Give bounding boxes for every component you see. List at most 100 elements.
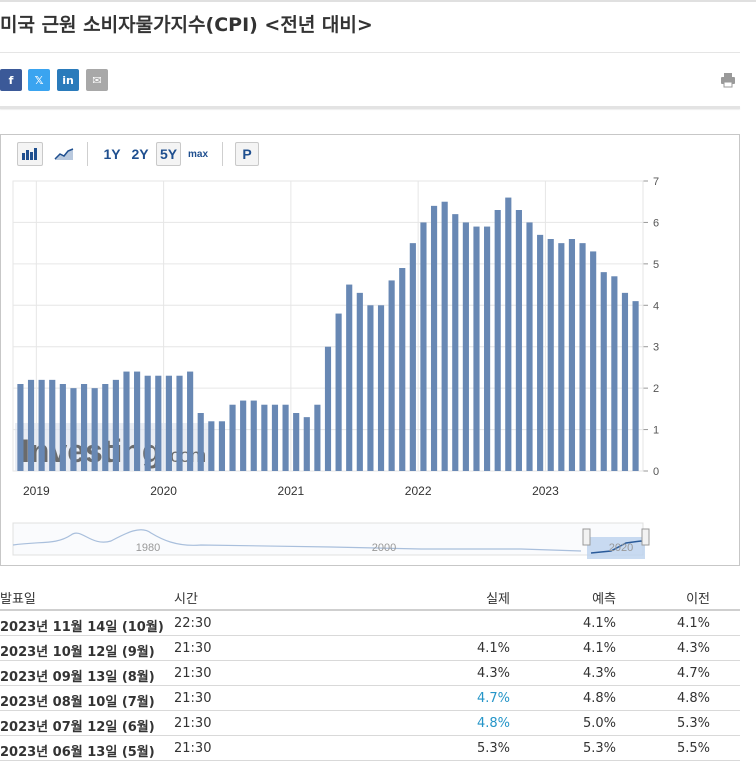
x-tick-label: 2022 <box>405 484 432 498</box>
bar <box>346 284 353 471</box>
bar <box>17 384 24 471</box>
top-rule <box>0 0 756 2</box>
bar <box>462 222 469 471</box>
bar <box>621 292 629 471</box>
bar <box>409 243 416 471</box>
y-tick-label: 2 <box>653 383 659 395</box>
row-previous: 4.3% <box>676 641 710 656</box>
navigator-label: 1980 <box>136 542 160 554</box>
bar <box>165 375 172 471</box>
bar <box>70 388 77 471</box>
bar <box>38 379 45 471</box>
navigator-handle-left <box>582 528 591 546</box>
toolbar-divider <box>87 142 88 166</box>
header-time: 시간 <box>174 592 198 607</box>
row-forecast: 4.3% <box>582 666 616 681</box>
table-header: 발표일 시간 실제 예측 이전 <box>0 584 740 611</box>
facebook-share-icon[interactable]: f <box>0 69 22 91</box>
x-tick-label: 2019 <box>23 484 50 498</box>
bar <box>271 404 279 471</box>
bar <box>229 404 236 471</box>
bar <box>611 276 618 471</box>
bar <box>473 226 480 471</box>
bar <box>49 379 56 471</box>
bar <box>515 210 522 471</box>
bar <box>324 346 332 471</box>
table-row: 2023년 09월 13일 (8월) 21:30 4.3% 4.3% 4.7% <box>0 661 740 686</box>
page-title: 미국 근원 소비자물가지수(CPI) <전년 대비> <box>0 14 373 36</box>
table-row: 2023년 06월 13일 (5월) 21:30 5.3% 5.3% 5.5% <box>0 736 740 761</box>
bar <box>367 305 374 471</box>
bar <box>303 417 310 471</box>
row-time: 21:30 <box>174 691 212 706</box>
bar <box>197 413 204 471</box>
row-date: 2023년 09월 13일 (8월) <box>0 670 155 685</box>
history-table: 발표일 시간 실제 예측 이전 2023년 11월 14일 (10월) 22:3… <box>0 584 740 761</box>
bar <box>537 234 544 471</box>
bar <box>547 239 554 471</box>
bar <box>558 243 565 471</box>
print-icon[interactable] <box>720 72 736 88</box>
bar <box>208 421 215 471</box>
header-date: 발표일 <box>0 592 36 607</box>
bar <box>123 371 130 471</box>
bar <box>102 384 109 471</box>
x-tick-label: 2021 <box>278 484 305 498</box>
bar <box>293 413 300 471</box>
y-tick-label: 4 <box>653 300 659 312</box>
x-tick-label: 2023 <box>532 484 559 498</box>
row-previous: 5.5% <box>676 741 710 756</box>
row-time: 21:30 <box>174 716 212 731</box>
email-share-icon[interactable]: ✉ <box>86 69 108 91</box>
row-actual: 4.3% <box>476 666 510 681</box>
p-button[interactable]: P <box>235 142 259 166</box>
bar <box>134 371 141 471</box>
navigator-label: 2020 <box>609 542 633 554</box>
range-5y-button[interactable]: 5Y <box>156 142 181 166</box>
x-tick-label: 2020 <box>150 484 177 498</box>
linkedin-share-icon[interactable]: in <box>57 69 79 91</box>
bar <box>176 375 183 471</box>
row-date: 2023년 08월 10일 (7월) <box>0 695 155 710</box>
row-actual: 4.7% <box>476 691 510 706</box>
navigator-label: 2000 <box>372 542 396 554</box>
y-tick-label: 0 <box>653 466 659 478</box>
table-row: 2023년 07월 12일 (6월) 21:30 4.8% 5.0% 5.3% <box>0 711 740 736</box>
row-previous: 4.8% <box>676 691 710 706</box>
bar <box>505 197 512 472</box>
row-date: 2023년 11월 14일 (10월) <box>0 620 164 635</box>
bar <box>261 404 268 471</box>
bar <box>399 268 406 471</box>
header-previous: 이전 <box>686 592 710 607</box>
range-max-button[interactable]: max <box>187 148 208 160</box>
bar <box>388 280 395 471</box>
bar <box>335 313 342 471</box>
header-forecast: 예측 <box>592 592 616 607</box>
bar-chart-icon[interactable] <box>17 142 43 166</box>
line-chart-icon[interactable] <box>51 142 77 166</box>
bar <box>59 384 66 471</box>
chart-container: 1Y 2Y 5Y max P 0 1 2 3 4 5 6 7 Investing .com 2019… <box>0 134 740 566</box>
row-date: 2023년 10월 12일 (9월) <box>0 645 155 660</box>
row-forecast: 5.0% <box>582 716 616 731</box>
row-previous: 5.3% <box>676 716 710 731</box>
bar <box>27 379 35 471</box>
bar <box>144 375 151 471</box>
bar <box>452 214 459 471</box>
row-date: 2023년 06월 13일 (5월) <box>0 745 155 760</box>
toolbar-divider <box>222 142 223 166</box>
range-2y-button[interactable]: 2Y <box>131 146 149 162</box>
bar <box>600 272 607 471</box>
row-forecast: 4.8% <box>582 691 616 706</box>
bar <box>240 400 247 471</box>
y-tick-label: 3 <box>653 342 659 354</box>
row-forecast: 5.3% <box>582 741 616 756</box>
bar <box>91 388 98 471</box>
table-row: 2023년 08월 10일 (7월) 21:30 4.7% 4.8% 4.8% <box>0 686 740 711</box>
row-forecast: 4.1% <box>582 641 616 656</box>
range-1y-button[interactable]: 1Y <box>103 146 121 162</box>
y-tick-label: 5 <box>653 259 659 271</box>
y-tick-label: 6 <box>653 217 659 229</box>
twitter-share-icon[interactable]: 𝕏 <box>28 69 50 91</box>
bar <box>356 292 363 471</box>
